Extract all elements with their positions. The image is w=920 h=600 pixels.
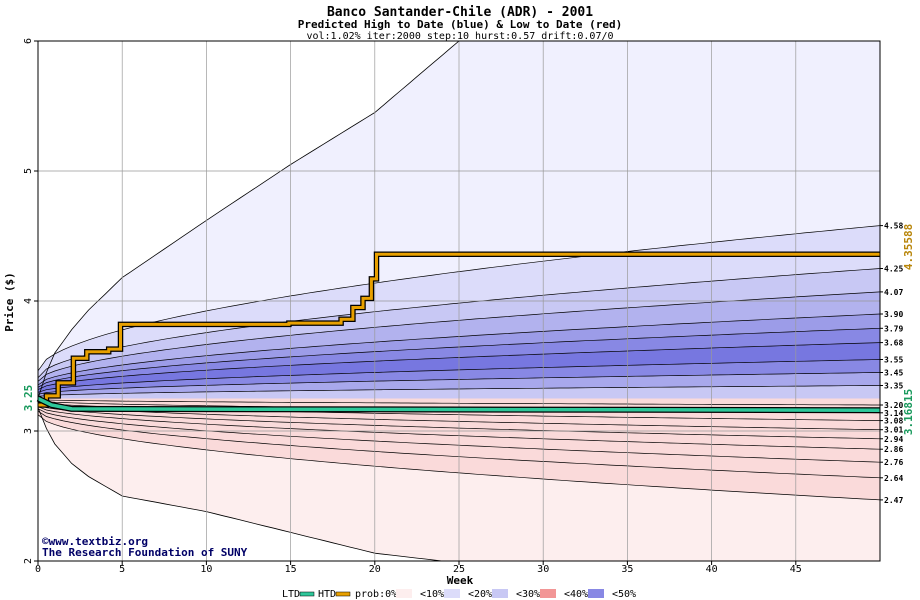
legend: LTD HTD prob:0% <10% <20% <30% <40% <50%	[282, 589, 636, 600]
x-tick-label-0: 0	[35, 564, 41, 575]
band-end-label-9: 3.20	[884, 401, 903, 410]
band-end-label-2: 4.07	[884, 288, 903, 297]
series	[36, 251, 881, 414]
x-axis-label: Week	[447, 574, 474, 587]
x-tick-label-4: 20	[369, 564, 381, 575]
band-end-label-1: 4.25	[884, 265, 903, 274]
x-tick-label-3: 15	[285, 564, 297, 575]
chart-subtitle: Predicted High to Date (blue) & Low to D…	[298, 18, 623, 31]
y-tick-label-2: 4	[23, 298, 34, 304]
y-tick-label-3: 5	[23, 168, 34, 174]
legend-item-4: <20%	[468, 589, 492, 600]
band-end-label-4: 3.79	[884, 324, 903, 333]
copyright-text: ©www.textbiz.org	[42, 535, 148, 548]
blue-envelope-label: 4.35588	[902, 224, 915, 270]
legend-item-7: <50%	[612, 589, 636, 600]
band-end-label-17: 2.47	[884, 496, 903, 505]
band-end-labels: 4.58 4.25 4.07 3.90 3.79 3.68 3.55 3.45 3.35 3.20…	[880, 222, 903, 505]
x-tick-label-1: 5	[119, 564, 125, 575]
band-end-label-5: 3.68	[884, 339, 903, 348]
chart-title: Banco Santander-Chile (ADR) - 2001	[327, 5, 593, 20]
legend-range-swatch-4	[492, 589, 508, 598]
grid	[38, 41, 880, 561]
band-end-label-14: 2.86	[884, 445, 903, 454]
band-end-label-0: 4.58	[884, 222, 903, 231]
band-end-label-13: 2.94	[884, 435, 903, 444]
band-end-label-7: 3.45	[884, 369, 903, 378]
y-tick-label-4: 6	[23, 38, 34, 44]
band-end-label-15: 2.76	[884, 458, 903, 467]
legend-item-0: LTD	[282, 589, 300, 600]
x-tick-label-2: 10	[200, 564, 212, 575]
x-tick-label-8: 40	[706, 564, 718, 575]
legend-item-6: <40%	[564, 589, 588, 600]
band-end-label-16: 2.64	[884, 474, 903, 483]
legend-range-swatch-6	[588, 589, 604, 598]
band-end-label-12: 3.01	[884, 426, 903, 435]
band-end-label-8: 3.35	[884, 382, 903, 391]
legend-item-3: <10%	[420, 589, 444, 600]
legend-range-swatch-5	[540, 589, 556, 598]
y-tick-label-1: 3	[23, 428, 34, 434]
y-axis-label: Price ($)	[3, 272, 16, 332]
band-end-label-10: 3.14	[884, 409, 903, 418]
x-tick-label-5: 25	[453, 564, 465, 575]
band-end-label-3: 3.90	[884, 310, 903, 319]
band-end-label-6: 3.55	[884, 356, 903, 365]
legend-item-2: prob:0%	[355, 589, 397, 600]
y-tick-label-0: 2	[23, 558, 34, 564]
green-envelope-label: 3.16815	[902, 389, 915, 435]
ltd-series-line	[37, 396, 881, 412]
x-tick-label-6: 30	[537, 564, 549, 575]
legend-item-5: <30%	[516, 589, 540, 600]
x-tick-label-7: 35	[621, 564, 633, 575]
legend-range-swatch-2	[396, 589, 412, 598]
start-price-label: 3.25	[22, 385, 35, 412]
x-tick-label-9: 45	[790, 564, 802, 575]
org-text: The Research Foundation of SUNY	[42, 546, 248, 559]
chart-params: vol:1.02% iter:2000 step:10 hurst:0.57 d…	[306, 31, 613, 42]
htd-series-line	[38, 252, 880, 407]
band-end-label-11: 3.08	[884, 417, 903, 426]
legend-swatch-1	[335, 591, 351, 597]
legend-item-1: HTD	[318, 589, 336, 600]
legend-range-swatch-3	[444, 589, 460, 598]
legend-swatch-0	[299, 591, 315, 597]
